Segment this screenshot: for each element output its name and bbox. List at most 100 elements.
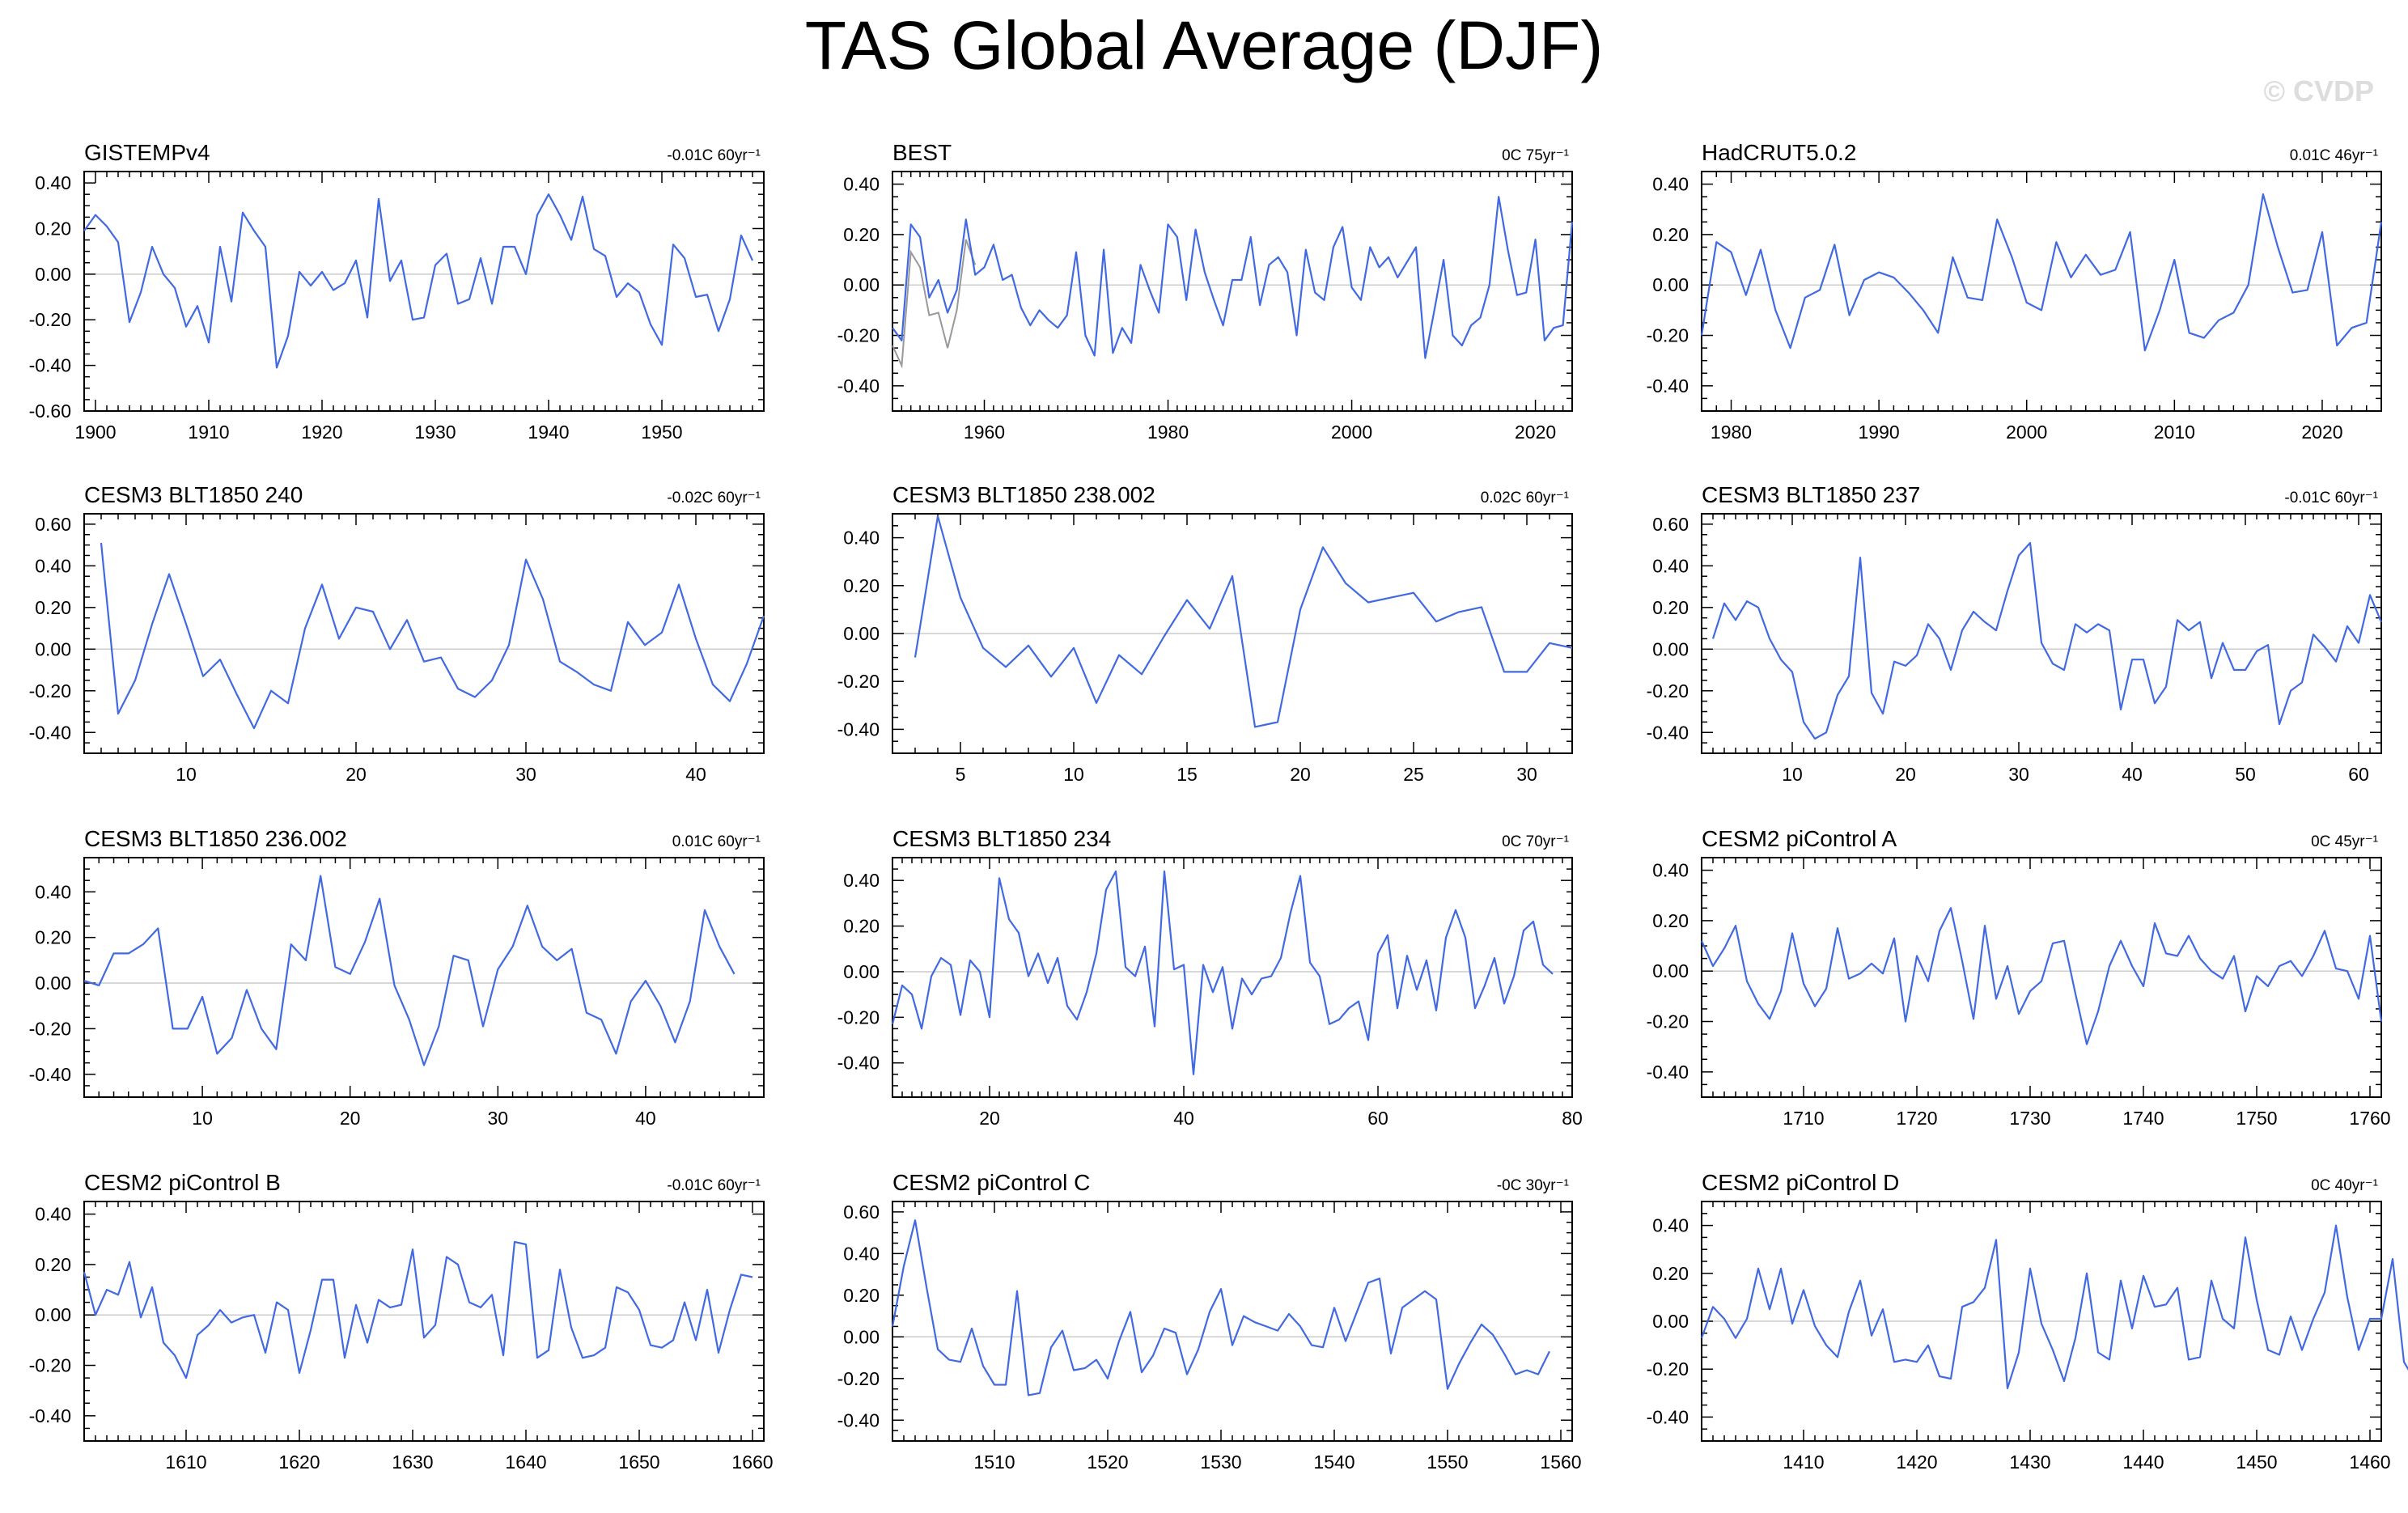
x-tick-label: 1410: [1783, 1452, 1824, 1473]
panel-frame: [83, 171, 765, 412]
y-tick-label: 0.20: [843, 916, 880, 937]
x-tick-label: 30: [515, 764, 536, 785]
x-tick-label: 1650: [618, 1452, 659, 1473]
series-line: [1700, 193, 2383, 352]
panel-trend: -0.01C 60yr⁻¹: [2284, 490, 2378, 506]
x-tick-label: 10: [192, 1108, 213, 1129]
y-tick-label: 0.40: [1652, 555, 1689, 576]
panel-frame: [892, 1201, 1573, 1442]
panel-trend: -0.02C 60yr⁻¹: [667, 490, 761, 506]
panel-trend: 0.02C 60yr⁻¹: [1481, 490, 1569, 506]
x-tick-label: 5: [956, 764, 966, 785]
y-tick-label: 0.20: [843, 1285, 880, 1306]
x-tick-label: 1550: [1427, 1452, 1468, 1473]
panel-trend: -0.01C 60yr⁻¹: [667, 147, 761, 164]
y-tick-label: -0.40: [1647, 722, 1689, 743]
panel-7: CESM3 BLT1850 234 0C 70yr⁻¹ -0.40 -0.20 0.00…: [837, 826, 1583, 1129]
panel-frame: [1701, 171, 2382, 412]
y-tick-label: 0.40: [35, 881, 71, 902]
y-tick-label: 0.60: [1652, 514, 1689, 535]
series-line: [1700, 907, 2383, 1045]
x-tick-label: 40: [1173, 1108, 1194, 1129]
y-tick-label: -0.20: [29, 309, 71, 330]
panel-title: CESM3 BLT1850 234: [892, 826, 1111, 851]
y-tick-label: -0.20: [1647, 325, 1689, 346]
y-tick-label: -0.40: [1647, 1406, 1689, 1427]
y-tick-label: 0.00: [35, 264, 71, 285]
panel-6: CESM3 BLT1850 236.002 0.01C 60yr⁻¹ -0.40 -0…: [29, 826, 765, 1129]
x-tick-label: 10: [1782, 764, 1803, 785]
series-line: [100, 542, 765, 730]
panel-1: BEST 0C 75yr⁻¹ -0.40 -0.20 0.00 0.20 0.40 1960 1…: [837, 140, 1574, 443]
y-tick-label: -0.40: [29, 1405, 71, 1426]
panel-trend: -0.01C 60yr⁻¹: [667, 1177, 761, 1194]
x-tick-label: 2000: [2006, 422, 2047, 443]
x-tick-label: 20: [340, 1108, 361, 1129]
panel-title: CESM2 piControl B: [84, 1170, 281, 1195]
x-tick-label: 1740: [2122, 1108, 2164, 1129]
series-line: [1700, 1224, 2408, 1390]
panel-trend: 0C 70yr⁻¹: [1502, 833, 1569, 850]
y-tick-label: 0.20: [843, 575, 880, 596]
panel-title: GISTEMPv4: [84, 140, 210, 165]
x-tick-label: 10: [176, 764, 197, 785]
y-tick-label: -0.20: [837, 671, 880, 692]
panel-2: HadCRUT5.0.2 0.01C 46yr⁻¹ -0.40 -0.20 0.00 0.…: [1647, 140, 2383, 443]
y-tick-label: -0.20: [837, 1007, 880, 1028]
x-tick-label: 1760: [2349, 1108, 2390, 1129]
x-tick-label: 20: [1895, 764, 1916, 785]
x-tick-label: 1460: [2349, 1452, 2390, 1473]
y-tick-label: -0.20: [1647, 1011, 1689, 1032]
x-tick-label: 1540: [1313, 1452, 1354, 1473]
y-tick-label: 0.00: [35, 638, 71, 659]
x-tick-label: 2020: [1515, 422, 1556, 443]
y-tick-label: 0.40: [35, 1204, 71, 1225]
x-tick-label: 1990: [1859, 422, 1900, 443]
y-tick-label: 0.20: [35, 927, 71, 948]
y-tick-label: -0.20: [1647, 680, 1689, 701]
panel-8: CESM2 piControl A 0C 45yr⁻¹ -0.40 -0.20 0.00…: [1647, 826, 2391, 1129]
panel-frame: [83, 857, 765, 1098]
x-tick-label: 1520: [1087, 1452, 1128, 1473]
panel-frame: [892, 171, 1573, 412]
x-tick-label: 1440: [2122, 1452, 2164, 1473]
x-tick-label: 30: [2008, 764, 2029, 785]
x-tick-label: 20: [979, 1108, 1000, 1129]
x-tick-label: 1940: [528, 422, 569, 443]
x-tick-label: 1660: [731, 1452, 773, 1473]
panel-title: CESM3 BLT1850 240: [84, 482, 303, 507]
x-tick-label: 2000: [1331, 422, 1372, 443]
series-line-secondary: [892, 239, 977, 369]
series-line: [914, 515, 1573, 728]
x-tick-label: 40: [2122, 764, 2143, 785]
y-tick-label: 0.20: [1652, 1263, 1689, 1284]
x-tick-label: 20: [346, 764, 367, 785]
x-tick-label: 1910: [188, 422, 229, 443]
x-tick-label: 1720: [1896, 1108, 1937, 1129]
panel-frame: [83, 1201, 765, 1442]
y-tick-label: 0.00: [1652, 1311, 1689, 1332]
panel-title: CESM2 piControl C: [892, 1170, 1090, 1195]
y-tick-label: -0.20: [29, 1355, 71, 1376]
x-tick-label: 25: [1403, 764, 1424, 785]
y-tick-label: 0.00: [1652, 638, 1689, 659]
series-line: [892, 196, 1574, 359]
series-line: [1711, 541, 2383, 740]
y-tick-label: 0.40: [35, 555, 71, 576]
y-tick-label: 0.40: [843, 528, 880, 549]
y-tick-label: 0.40: [843, 1243, 880, 1264]
y-tick-label: -0.60: [29, 400, 71, 422]
y-tick-label: -0.20: [29, 680, 71, 701]
x-tick-label: 1750: [2236, 1108, 2277, 1129]
panel-title: CESM2 piControl D: [1702, 1170, 1899, 1195]
x-tick-label: 10: [1063, 764, 1084, 785]
x-tick-label: 1630: [392, 1452, 433, 1473]
y-tick-label: -0.40: [1647, 1062, 1689, 1083]
x-tick-label: 40: [685, 764, 706, 785]
panel-5: CESM3 BLT1850 237 -0.01C 60yr⁻¹ -0.40 -0.20…: [1647, 482, 2383, 785]
panel-title: BEST: [892, 140, 952, 165]
y-tick-label: -0.20: [837, 1368, 880, 1389]
y-tick-label: 0.40: [843, 870, 880, 891]
y-tick-label: 0.00: [843, 1326, 880, 1347]
